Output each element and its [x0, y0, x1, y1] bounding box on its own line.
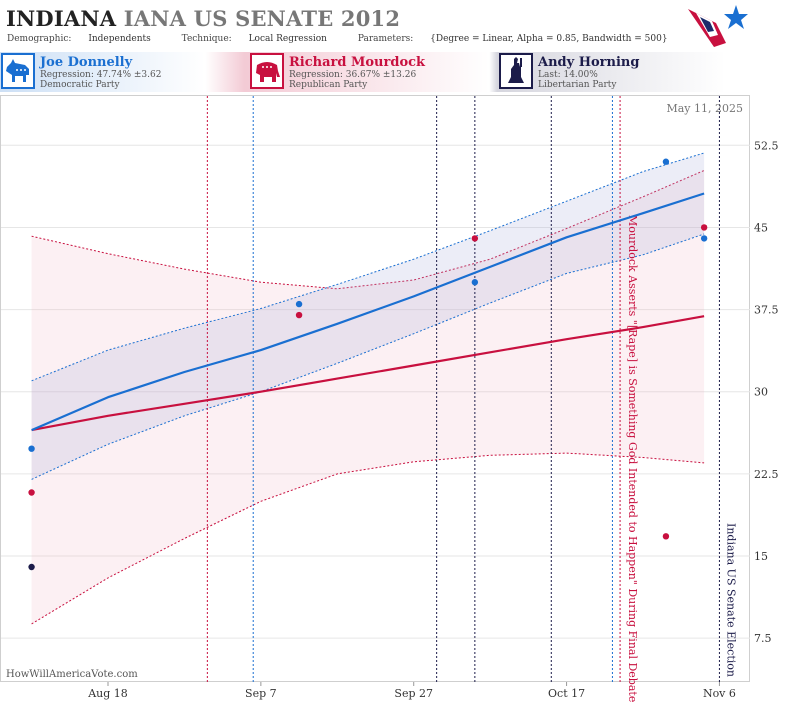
candidate-name: Richard Mourdock	[289, 55, 426, 70]
x-tick-label: Oct 17	[548, 687, 585, 700]
elephant-icon	[250, 53, 284, 89]
poll-point	[295, 300, 303, 308]
band-upper-line	[31, 170, 705, 290]
candidate-party: Republican Party	[289, 80, 368, 90]
event-label: Mourdock Asserts "[Rape] is Something Go…	[626, 215, 639, 702]
poll-point	[662, 533, 670, 540]
confidence-band	[31, 153, 705, 480]
poll-point	[28, 445, 35, 452]
candidate-regression: Regression: 36.67% ±13.26	[289, 70, 417, 80]
poll-point	[295, 311, 303, 319]
poll-point	[471, 235, 479, 242]
meta-demographic: Demographic: Independents	[7, 34, 151, 44]
regression-line	[31, 192, 705, 432]
meta-parameters: Parameters: {Degree = Linear, Alpha = 0.…	[357, 34, 668, 44]
y-tick-label: 7.5	[754, 632, 772, 645]
liberty-statue-icon	[499, 53, 533, 89]
candidate-donnelly: Joe Donnelly Regression: 47.74% ±3.62 De…	[1, 52, 241, 92]
y-tick-label: 22.5	[754, 468, 779, 481]
band-lower-line	[31, 452, 705, 625]
y-tick-label: 52.5	[754, 139, 779, 152]
regression-line	[31, 315, 705, 432]
x-tick-label: Aug 18	[87, 687, 128, 700]
regression-chart: Mourdock Asserts "[Rape] is Something Go…	[0, 95, 779, 702]
y-tick-label: 15	[754, 550, 768, 563]
watermark: HowWillAmericaVote.com	[6, 669, 138, 680]
y-tick-label: 30	[754, 386, 768, 399]
parameters-line: Demographic: Independents Technique: Loc…	[7, 34, 696, 44]
y-tick-label: 37.5	[754, 304, 779, 317]
title-state: INDIANA	[6, 6, 117, 31]
header: INDIANA IANA US SENATE 2012 Demographic:…	[0, 0, 789, 50]
poll-point	[662, 158, 670, 165]
band-lower-line	[31, 233, 705, 480]
candidate-regression: Regression: 47.74% ±3.62	[40, 70, 162, 80]
poll-point	[700, 235, 708, 242]
donkey-icon	[1, 53, 35, 89]
candidate-legend: Joe Donnelly Regression: 47.74% ±3.62 De…	[0, 52, 789, 92]
band-upper-line	[31, 152, 705, 382]
confidence-band	[31, 170, 705, 624]
confidence-bands	[31, 152, 705, 625]
event-label: Indiana US Senate Election	[724, 523, 737, 677]
candidate-name: Andy Horning	[538, 55, 640, 70]
candidate-name: Joe Donnelly	[40, 55, 133, 70]
candidate-party: Libertarian Party	[538, 80, 617, 90]
x-tick-label: Nov 6	[703, 687, 736, 700]
page-title: INDIANA IANA US SENATE 2012	[6, 6, 400, 31]
x-tick-label: Sep 7	[245, 687, 277, 700]
chart-date: May 11, 2025	[666, 102, 743, 115]
regression-lines	[31, 192, 705, 432]
meta-technique: Technique: Local Regression	[181, 34, 327, 44]
poll-point	[28, 489, 35, 496]
event-lines: Mourdock Asserts "[Rape] is Something Go…	[206, 96, 737, 702]
candidate-legend-background	[0, 52, 789, 92]
candidate-horning: Andy Horning Last: 14.00% Libertarian Pa…	[499, 52, 739, 92]
poll-point	[28, 563, 35, 571]
plot-frame	[0, 95, 750, 682]
candidate-party: Democratic Party	[40, 80, 120, 90]
candidate-last: Last: 14.00%	[538, 70, 598, 80]
y-tick-label: 45	[754, 221, 768, 234]
star-logo-icon	[688, 5, 748, 47]
poll-point	[471, 279, 479, 286]
poll-points	[28, 158, 708, 571]
x-axis-ticks: Aug 18 Sep 7 Sep 27 Oct 17 Nov 6	[87, 682, 736, 700]
x-tick-label: Sep 27	[394, 687, 433, 700]
poll-point	[700, 224, 708, 231]
candidate-mourdock: Richard Mourdock Regression: 36.67% ±13.…	[250, 52, 490, 92]
y-axis-ticks: 7.5 15 22.5 30 37.5 45 52.5	[754, 139, 779, 645]
title-rest: IANA US SENATE 2012	[123, 6, 401, 31]
